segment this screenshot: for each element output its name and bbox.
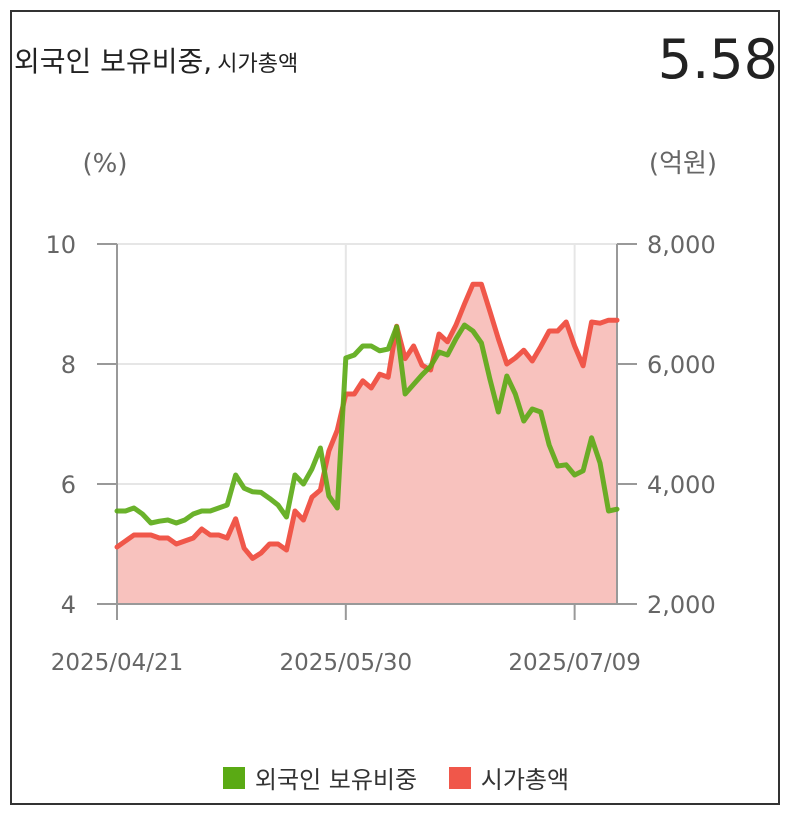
legend: 외국인 보유비중 시가총액	[0, 760, 792, 795]
x-axis-tick-label: 2025/04/21	[51, 650, 184, 676]
right-axis-tick-label: 2,000	[647, 591, 716, 619]
x-axis-tick-label: 2025/05/30	[280, 650, 413, 676]
right-axis-tick-label: 6,000	[647, 351, 716, 379]
left-axis-label: (%)	[83, 149, 128, 179]
market-cap-line	[114, 281, 620, 561]
left-axis-tick-label: 10	[45, 231, 76, 259]
left-axis-tick-label: 6	[61, 471, 76, 499]
legend-label-foreign-ratio: 외국인 보유비중	[254, 766, 418, 794]
legend-swatch-foreign-ratio	[222, 766, 245, 789]
current-value: 5.58	[657, 28, 778, 91]
title-main: 외국인 보유비중,	[14, 45, 213, 78]
legend-item-market-cap: 시가총액	[448, 760, 570, 795]
title-sub: 시가총액	[217, 52, 299, 77]
x-axis-tick-label: 2025/07/09	[508, 650, 641, 676]
right-axis-tick-label: 8,000	[647, 231, 716, 259]
foreign-ratio-line	[114, 322, 620, 526]
right-axis-label: (억원)	[649, 149, 717, 179]
left-axis-tick-label: 4	[61, 591, 76, 619]
legend-label-market-cap: 시가총액	[480, 766, 570, 794]
left-axis-tick-label: 8	[61, 351, 76, 379]
market-cap-area	[117, 284, 617, 604]
legend-swatch-market-cap	[448, 766, 471, 789]
legend-item-foreign-ratio: 외국인 보유비중	[222, 760, 418, 795]
chart-title: 외국인 보유비중, 시가총액	[14, 40, 298, 80]
right-axis-tick-label: 4,000	[647, 471, 716, 499]
